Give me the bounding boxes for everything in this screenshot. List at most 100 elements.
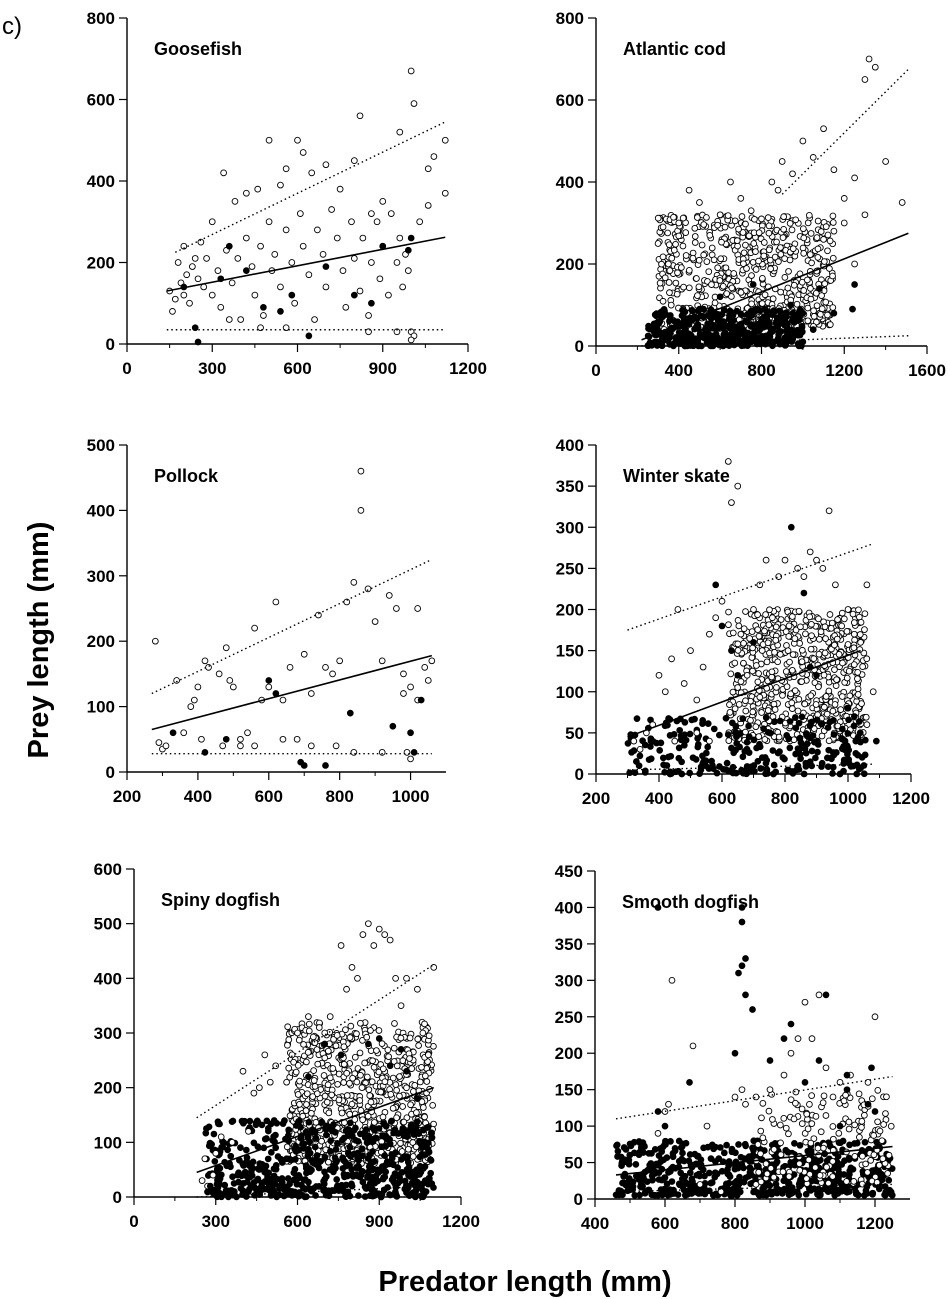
open-point — [770, 1173, 778, 1181]
filled-point — [814, 741, 822, 748]
open-point — [359, 931, 367, 938]
open-point — [700, 251, 708, 259]
y-tick-label: 400 — [87, 172, 115, 191]
filled-point — [796, 745, 803, 753]
open-point — [777, 251, 785, 258]
filled-point — [718, 622, 726, 630]
filled-point — [801, 1079, 809, 1086]
filled-point — [278, 1159, 286, 1166]
filled-point — [696, 1172, 703, 1180]
open-point — [418, 1098, 426, 1106]
quantile-line — [781, 68, 909, 195]
filled-point — [661, 307, 668, 315]
open-point — [798, 646, 806, 654]
open-point — [310, 1077, 318, 1084]
filled-point — [346, 1143, 354, 1151]
filled-point — [792, 724, 800, 732]
open-point — [406, 1055, 413, 1062]
open-point — [796, 1166, 804, 1174]
open-point — [822, 1064, 830, 1072]
filled-point — [277, 308, 284, 315]
open-point — [347, 1022, 355, 1030]
open-point — [348, 218, 355, 226]
open-point — [208, 291, 216, 299]
open-point — [885, 1151, 893, 1159]
open-point — [364, 1112, 372, 1120]
open-point — [728, 499, 735, 506]
open-point — [400, 1118, 408, 1126]
open-point — [798, 1120, 806, 1127]
filled-point — [699, 752, 706, 760]
open-point — [782, 668, 790, 675]
open-point — [152, 637, 159, 645]
filled-point — [824, 1188, 832, 1195]
open-point — [691, 239, 699, 246]
y-tick-label: 350 — [556, 477, 584, 496]
open-point — [674, 606, 682, 613]
y-tick-label: 300 — [555, 971, 583, 990]
open-point — [685, 284, 693, 292]
filled-point — [367, 1160, 375, 1168]
filled-point — [704, 333, 712, 341]
points-layer — [641, 55, 909, 350]
filled-point — [677, 732, 685, 740]
filled-point — [750, 639, 757, 646]
filled-point — [718, 340, 726, 347]
open-point — [850, 619, 858, 626]
open-point — [843, 628, 851, 635]
filled-point — [253, 1176, 261, 1184]
filled-point — [647, 735, 655, 743]
open-point — [340, 1060, 348, 1068]
filled-point — [687, 1179, 694, 1187]
open-point — [789, 651, 797, 658]
filled-point — [323, 1131, 330, 1139]
panel-title: Winter skate — [623, 466, 730, 486]
open-point — [799, 244, 807, 252]
filled-point — [724, 731, 732, 738]
open-point — [812, 289, 820, 297]
filled-point — [635, 762, 643, 770]
y-tick-label: 200 — [556, 601, 584, 620]
open-point — [357, 1019, 364, 1027]
filled-point — [756, 326, 764, 334]
filled-point — [768, 1190, 776, 1198]
open-point — [882, 158, 889, 165]
open-point — [810, 1135, 818, 1143]
open-point — [814, 254, 822, 261]
open-point — [861, 211, 869, 219]
open-point — [743, 265, 750, 272]
filled-point — [689, 754, 697, 762]
filled-point — [322, 263, 330, 270]
filled-point — [846, 1141, 853, 1149]
open-point — [791, 635, 799, 642]
open-point — [752, 1093, 760, 1101]
open-point — [761, 736, 769, 743]
filled-point — [686, 1079, 693, 1086]
filled-point — [720, 1149, 728, 1157]
open-point — [703, 1122, 711, 1130]
open-point — [815, 683, 822, 691]
filled-point — [795, 342, 803, 350]
open-point — [752, 723, 760, 731]
open-point — [689, 1042, 697, 1050]
filled-point — [333, 1183, 341, 1191]
open-point — [429, 1101, 437, 1109]
quantile-line — [627, 543, 874, 631]
filled-point — [798, 328, 806, 336]
open-point — [756, 693, 764, 701]
open-point — [851, 174, 858, 182]
quantile-line — [151, 558, 433, 695]
x-tick-label: 600 — [651, 1214, 679, 1233]
open-point — [765, 222, 773, 230]
filled-point — [393, 1193, 401, 1200]
open-point — [693, 729, 701, 737]
open-point — [742, 241, 749, 249]
y-tick-label: 200 — [556, 255, 584, 274]
open-point — [335, 1096, 343, 1104]
open-point — [880, 1121, 887, 1128]
open-point — [780, 213, 788, 221]
filled-point — [796, 316, 803, 324]
open-point — [367, 1027, 374, 1034]
filled-point — [427, 1157, 435, 1164]
open-point — [385, 592, 393, 599]
